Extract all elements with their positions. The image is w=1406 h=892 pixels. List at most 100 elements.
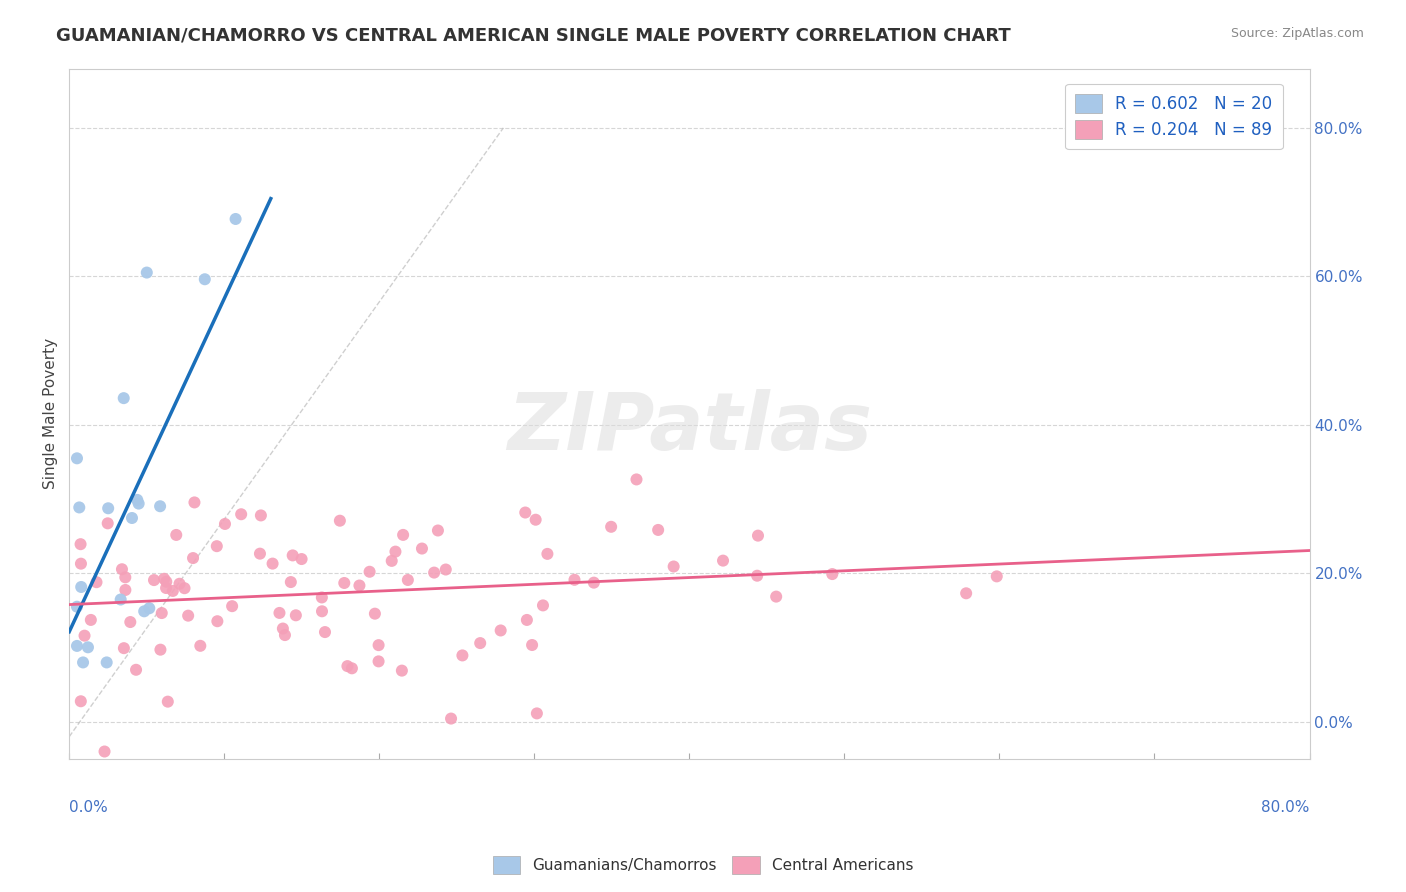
Point <box>367 638 389 652</box>
Point <box>440 712 463 726</box>
Point <box>165 528 187 542</box>
Y-axis label: Single Male Poverty: Single Male Poverty <box>44 338 58 490</box>
Point <box>110 592 132 607</box>
Point <box>426 524 449 538</box>
Point <box>96 656 118 670</box>
Point <box>336 659 359 673</box>
Point <box>333 576 356 591</box>
Legend: R = 0.602   N = 20, R = 0.204   N = 89: R = 0.602 N = 20, R = 0.204 N = 89 <box>1066 84 1282 149</box>
Point <box>284 608 307 623</box>
Point <box>526 706 548 721</box>
Text: GUAMANIAN/CHAMORRO VS CENTRAL AMERICAN SINGLE MALE POVERTY CORRELATION CHART: GUAMANIAN/CHAMORRO VS CENTRAL AMERICAN S… <box>56 27 1011 45</box>
Point <box>143 573 166 587</box>
Point <box>311 591 333 605</box>
Point <box>536 547 558 561</box>
Point <box>149 500 172 514</box>
Point <box>396 573 419 587</box>
Point <box>121 511 143 525</box>
Point <box>364 607 387 621</box>
Point <box>128 497 150 511</box>
Point <box>367 654 389 668</box>
Point <box>97 501 120 516</box>
Text: ZIPatlas: ZIPatlas <box>508 389 872 467</box>
Point <box>392 528 415 542</box>
Point <box>711 554 734 568</box>
Point <box>156 695 179 709</box>
Point <box>291 552 314 566</box>
Point <box>134 604 156 618</box>
Point <box>821 567 844 582</box>
Point <box>647 523 669 537</box>
Point <box>489 624 512 638</box>
Point <box>69 694 91 708</box>
Point <box>381 554 404 568</box>
Point <box>93 745 115 759</box>
Point <box>662 559 685 574</box>
Legend: Guamanians/Chamorros, Central Americans: Guamanians/Chamorros, Central Americans <box>486 850 920 880</box>
Point <box>515 506 537 520</box>
Point <box>747 528 769 542</box>
Point <box>329 514 352 528</box>
Point <box>66 451 89 466</box>
Point <box>80 613 103 627</box>
Point <box>280 575 302 590</box>
Text: Source: ZipAtlas.com: Source: ZipAtlas.com <box>1230 27 1364 40</box>
Point <box>249 547 271 561</box>
Point <box>470 636 492 650</box>
Point <box>150 606 173 620</box>
Text: 80.0%: 80.0% <box>1261 800 1309 814</box>
Point <box>153 572 176 586</box>
Point <box>520 638 543 652</box>
Point <box>149 642 172 657</box>
Point <box>281 549 304 563</box>
Text: 0.0%: 0.0% <box>69 800 108 814</box>
Point <box>188 639 211 653</box>
Point <box>524 513 547 527</box>
Point <box>349 578 371 592</box>
Point <box>221 599 243 614</box>
Point <box>274 628 297 642</box>
Point <box>214 516 236 531</box>
Point <box>77 640 100 655</box>
Point <box>986 569 1008 583</box>
Point <box>183 495 205 509</box>
Point <box>155 574 177 589</box>
Point <box>225 211 247 226</box>
Point <box>250 508 273 523</box>
Point <box>311 604 333 618</box>
Point <box>391 664 413 678</box>
Point <box>138 601 160 615</box>
Point <box>135 266 157 280</box>
Point <box>169 576 191 591</box>
Point <box>112 391 135 405</box>
Point <box>955 586 977 600</box>
Point <box>314 625 336 640</box>
Point <box>434 562 457 576</box>
Point <box>340 661 363 675</box>
Point <box>69 537 91 551</box>
Point <box>194 272 217 286</box>
Point <box>205 539 228 553</box>
Point <box>359 565 381 579</box>
Point <box>600 520 623 534</box>
Point <box>531 599 554 613</box>
Point <box>271 622 294 636</box>
Point <box>72 656 94 670</box>
Point <box>73 629 96 643</box>
Point <box>411 541 433 556</box>
Point <box>111 562 134 576</box>
Point <box>626 472 648 486</box>
Point <box>269 606 291 620</box>
Point <box>155 581 177 595</box>
Point <box>162 583 184 598</box>
Point <box>70 580 93 594</box>
Point <box>582 575 605 590</box>
Point <box>564 573 586 587</box>
Point <box>451 648 474 663</box>
Point <box>97 516 120 531</box>
Point <box>231 508 253 522</box>
Point <box>125 663 148 677</box>
Point <box>127 492 149 507</box>
Point <box>114 582 136 597</box>
Point <box>516 613 538 627</box>
